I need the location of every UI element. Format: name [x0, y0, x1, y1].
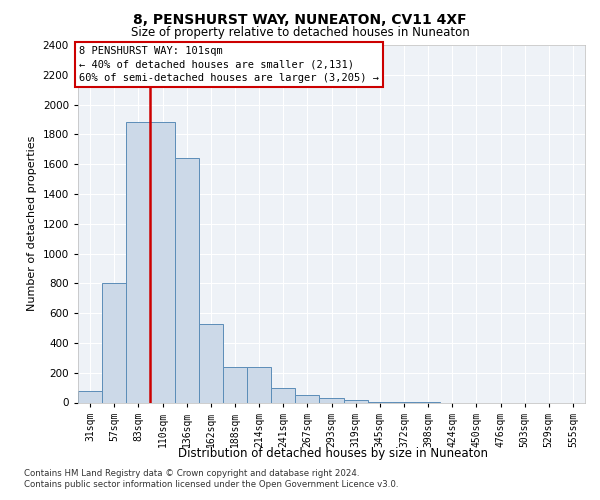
Text: Contains HM Land Registry data © Crown copyright and database right 2024.: Contains HM Land Registry data © Crown c…	[24, 469, 359, 478]
Bar	[151, 122, 175, 402]
Bar	[223, 368, 247, 402]
Bar	[175, 158, 199, 402]
Text: Size of property relative to detached houses in Nuneaton: Size of property relative to detached ho…	[131, 26, 469, 39]
Text: 8, PENSHURST WAY, NUNEATON, CV11 4XF: 8, PENSHURST WAY, NUNEATON, CV11 4XF	[133, 12, 467, 26]
Bar	[271, 388, 295, 402]
Text: Distribution of detached houses by size in Nuneaton: Distribution of detached houses by size …	[178, 448, 488, 460]
Bar	[319, 398, 344, 402]
Bar	[295, 395, 319, 402]
Bar	[199, 324, 223, 402]
Text: 8 PENSHURST WAY: 101sqm
← 40% of detached houses are smaller (2,131)
60% of semi: 8 PENSHURST WAY: 101sqm ← 40% of detache…	[79, 46, 379, 83]
Bar	[344, 400, 368, 402]
Bar	[126, 122, 151, 402]
Bar	[247, 368, 271, 402]
Text: Contains public sector information licensed under the Open Government Licence v3: Contains public sector information licen…	[24, 480, 398, 489]
Bar	[78, 392, 102, 402]
Bar	[102, 284, 126, 403]
Y-axis label: Number of detached properties: Number of detached properties	[27, 136, 37, 312]
